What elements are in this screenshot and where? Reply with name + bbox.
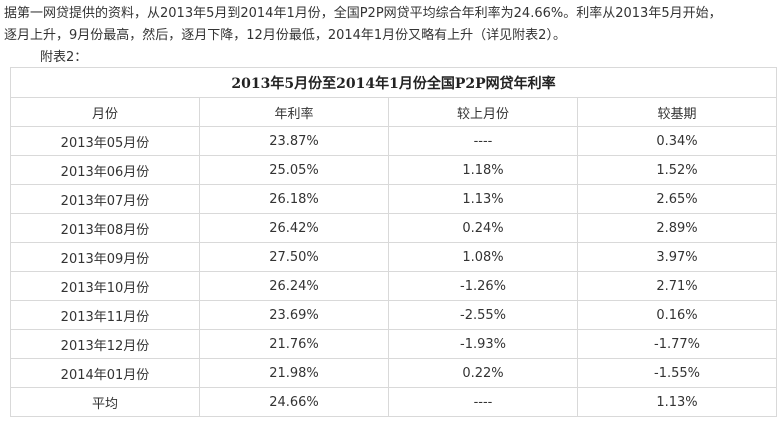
cell-vs-base-period: 2.65% (576, 184, 778, 214)
cell-month: 2013年11月份 (10, 300, 200, 330)
cell-month: 2013年10月份 (10, 271, 200, 301)
cell-vs-previous-month: 1.18% (388, 155, 578, 185)
header-vs-previous-month: 较上月份 (388, 97, 578, 127)
table-row: 2013年11月份 23.69% -2.55% 0.16% (10, 300, 778, 330)
cell-vs-base-period: 1.52% (576, 155, 778, 185)
cell-vs-base-period: 0.34% (576, 126, 778, 156)
table-title-row: 2013年5月份至2014年1月份全国P2P网贷年利率 (9, 67, 778, 98)
header-annual-rate: 年利率 (199, 97, 389, 127)
cell-month: 2013年05月份 (10, 126, 200, 156)
table-row: 2013年07月份 26.18% 1.13% 2.65% (10, 184, 778, 214)
cell-annual-rate: 24.66% (199, 387, 389, 417)
table-row: 2013年10月份 26.24% -1.26% 2.71% (10, 271, 778, 301)
cell-vs-base-period: -1.77% (576, 329, 778, 359)
cell-month: 2013年09月份 (10, 242, 200, 272)
intro-line-2: 逐月上升，9月份最高，然后，逐月下降，12月份最低，2014年1月份又略有上升（… (4, 28, 566, 43)
cell-annual-rate: 26.42% (199, 213, 389, 243)
table-title: 2013年5月份至2014年1月份全国P2P网贷年利率 (9, 67, 778, 98)
cell-vs-base-period: 1.13% (576, 387, 778, 417)
table-row: 2013年12月份 21.76% -1.93% -1.77% (10, 329, 778, 359)
table-row: 2014年01月份 21.98% 0.22% -1.55% (10, 358, 778, 388)
cell-vs-base-period: 2.89% (576, 213, 778, 243)
cell-month: 2013年06月份 (10, 155, 200, 185)
table-row: 2013年06月份 25.05% 1.18% 1.52% (10, 155, 778, 185)
cell-vs-base-period: 2.71% (576, 271, 778, 301)
cell-annual-rate: 23.69% (199, 300, 389, 330)
cell-annual-rate: 26.18% (199, 184, 389, 214)
cell-vs-base-period: 3.97% (576, 242, 778, 272)
cell-vs-previous-month: 0.22% (388, 358, 578, 388)
cell-annual-rate: 27.50% (199, 242, 389, 272)
table-row: 2013年09月份 27.50% 1.08% 3.97% (10, 242, 778, 272)
cell-vs-previous-month: -1.26% (388, 271, 578, 301)
intro-paragraph: 据第一网贷提供的资料，从2013年5月到2014年1月份，全国P2P网贷平均综合… (4, 3, 776, 47)
header-vs-base-period: 较基期 (576, 97, 778, 127)
cell-annual-rate: 26.24% (199, 271, 389, 301)
cell-vs-previous-month: -1.93% (388, 329, 578, 359)
cell-vs-base-period: -1.55% (576, 358, 778, 388)
header-month: 月份 (10, 97, 200, 127)
table-header-row: 月份 年利率 较上月份 较基期 (10, 97, 778, 127)
cell-vs-previous-month: ---- (388, 387, 578, 417)
cell-vs-previous-month: 0.24% (388, 213, 578, 243)
interest-rate-table: 2013年5月份至2014年1月份全国P2P网贷年利率 月份 年利率 较上月份 … (9, 67, 778, 417)
cell-vs-previous-month: -2.55% (388, 300, 578, 330)
cell-vs-previous-month: 1.13% (388, 184, 578, 214)
table-row: 2013年05月份 23.87% ---- 0.34% (10, 126, 778, 156)
cell-month: 2013年08月份 (10, 213, 200, 243)
table-row: 2013年08月份 26.42% 0.24% 2.89% (10, 213, 778, 243)
cell-month: 2014年01月份 (10, 358, 200, 388)
cell-vs-previous-month: ---- (388, 126, 578, 156)
cell-annual-rate: 23.87% (199, 126, 389, 156)
cell-annual-rate: 21.76% (199, 329, 389, 359)
table-note: 附表2： (40, 50, 88, 65)
cell-month: 2013年12月份 (10, 329, 200, 359)
cell-vs-previous-month: 1.08% (388, 242, 578, 272)
cell-annual-rate: 21.98% (199, 358, 389, 388)
cell-annual-rate: 25.05% (199, 155, 389, 185)
intro-line-1: 据第一网贷提供的资料，从2013年5月到2014年1月份，全国P2P网贷平均综合… (4, 6, 722, 21)
table-row: 平均 24.66% ---- 1.13% (10, 387, 778, 417)
cell-vs-base-period: 0.16% (576, 300, 778, 330)
cell-month: 平均 (10, 387, 200, 417)
cell-month: 2013年07月份 (10, 184, 200, 214)
